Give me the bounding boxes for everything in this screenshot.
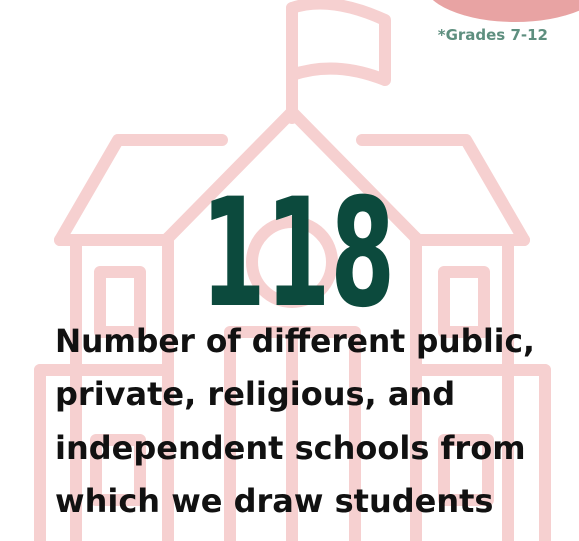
description-line: Number of different public, xyxy=(55,324,535,360)
school-icon xyxy=(34,0,551,541)
description-line: private, religious, and xyxy=(55,375,455,413)
corner-blob xyxy=(432,0,579,22)
stat-number: 118 xyxy=(201,167,395,341)
description-line: independent schools from xyxy=(55,429,526,467)
grades-note: *Grades 7-12 xyxy=(438,26,548,44)
description-line: which we draw students xyxy=(55,482,493,520)
stat-description: Number of different public, private, reli… xyxy=(55,324,535,520)
